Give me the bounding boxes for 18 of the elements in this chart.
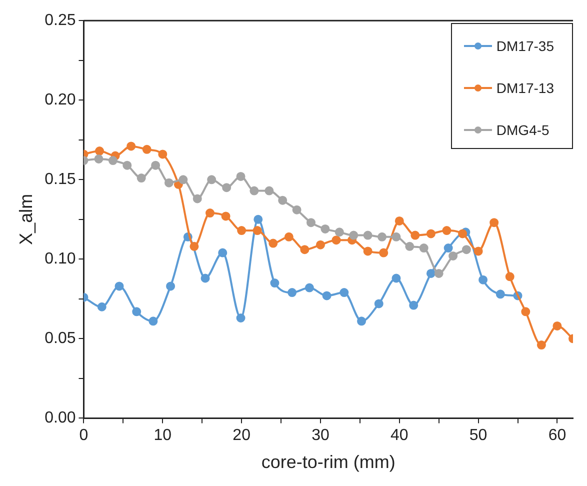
x-tick-label: 50 [469, 427, 488, 444]
x-axis-title: core-to-rim (mm) [261, 452, 396, 472]
y-tick-label: 0.20 [44, 92, 76, 109]
y-tick-label: 0.05 [44, 330, 76, 348]
x-tick-label: 40 [390, 427, 408, 444]
legend-label: DM17-35 [496, 38, 554, 54]
x-tick-label: 20 [232, 427, 251, 444]
y-tick-label: 0.10 [44, 250, 76, 268]
x-tick-label: 60 [548, 427, 566, 444]
y-axis-title: X_alm [16, 194, 36, 245]
x-tick-label: 30 [312, 427, 330, 444]
legend-label: DMG4-5 [496, 122, 550, 138]
y-tick-label: 0.15 [44, 171, 76, 188]
x-tick-label: 10 [154, 427, 172, 444]
legend-label: DM17-13 [496, 80, 554, 96]
x-tick-label: 0 [79, 427, 88, 444]
y-tick-label: 0.00 [44, 410, 76, 427]
y-tick-label: 0.25 [44, 12, 76, 30]
